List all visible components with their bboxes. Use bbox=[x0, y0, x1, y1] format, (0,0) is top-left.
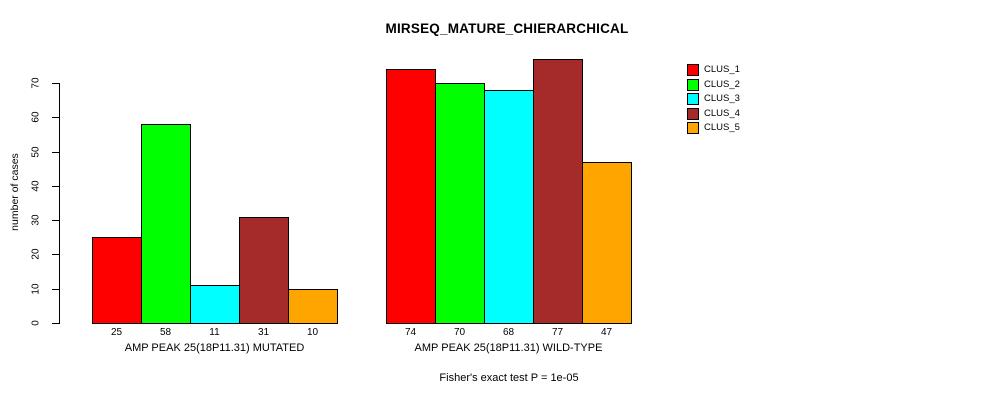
bar-clus_5 bbox=[582, 162, 632, 324]
bar-clus_3 bbox=[190, 285, 240, 324]
fisher-test-annotation: Fisher's exact test P = 1e-05 bbox=[439, 372, 579, 384]
bar-value-label: 11 bbox=[209, 327, 220, 338]
legend-color-swatch bbox=[687, 78, 699, 91]
legend-label: CLUS_4 bbox=[704, 107, 740, 119]
y-tick-mark bbox=[52, 186, 59, 187]
bar-clus_2 bbox=[141, 124, 191, 324]
bar-value-label: 58 bbox=[159, 327, 172, 338]
bar-clus_4 bbox=[239, 217, 289, 324]
legend-item-clus_1: CLUS_1 bbox=[687, 64, 740, 76]
y-tick-label: 0 bbox=[30, 320, 42, 326]
legend-item-clus_5: CLUS_5 bbox=[687, 122, 740, 134]
bar-value-label: 25 bbox=[110, 327, 123, 338]
legend-color-swatch bbox=[687, 122, 699, 134]
bar-value-label: 10 bbox=[306, 327, 319, 338]
y-tick-mark bbox=[52, 152, 59, 153]
legend-item-clus_3: CLUS_3 bbox=[687, 93, 740, 105]
group-axis-label: AMP PEAK 25(18P11.31) WILD-TYPE bbox=[414, 342, 603, 354]
bar-clus_5 bbox=[288, 289, 338, 324]
y-tick-mark bbox=[52, 289, 59, 290]
legend: CLUS_1 CLUS_2 CLUS_3 CLUS_4 CLUS_5 bbox=[687, 64, 740, 134]
group-axis-label: AMP PEAK 25(18P11.31) MUTATED bbox=[124, 342, 305, 354]
y-axis-title: number of cases bbox=[9, 153, 21, 231]
legend-color-swatch bbox=[687, 64, 699, 76]
bar-value-label: 68 bbox=[502, 327, 515, 338]
legend-label: CLUS_3 bbox=[704, 93, 740, 104]
y-tick-label: 60 bbox=[30, 111, 42, 123]
legend-color-swatch bbox=[687, 93, 699, 105]
y-tick-label: 50 bbox=[30, 146, 42, 158]
y-tick-label: 70 bbox=[30, 77, 42, 89]
chart-title: MIRSEQ_MATURE_CHIERARCHICAL bbox=[385, 21, 629, 36]
y-tick-mark bbox=[52, 323, 59, 324]
bar-clus_4 bbox=[533, 59, 583, 324]
legend-item-clus_4: CLUS_4 bbox=[687, 107, 740, 120]
y-tick-label: 40 bbox=[30, 180, 42, 192]
y-tick-label: 30 bbox=[30, 214, 42, 226]
legend-color-swatch bbox=[687, 107, 699, 120]
legend-label: CLUS_5 bbox=[704, 122, 740, 133]
bar-clus_3 bbox=[484, 90, 534, 324]
y-tick-label: 10 bbox=[30, 283, 42, 295]
bar-clus_2 bbox=[435, 83, 485, 324]
bar-clus_1 bbox=[386, 69, 436, 324]
y-tick-mark bbox=[52, 117, 59, 118]
y-tick-mark bbox=[52, 220, 59, 221]
bar-value-label: 74 bbox=[404, 327, 417, 338]
bar-clus_1 bbox=[92, 237, 142, 324]
bar-value-label: 70 bbox=[453, 327, 466, 338]
bar-value-label: 47 bbox=[600, 327, 613, 338]
y-axis-line bbox=[59, 83, 60, 324]
y-tick-label: 20 bbox=[30, 248, 42, 260]
bar-value-label: 77 bbox=[551, 327, 564, 338]
y-tick-mark bbox=[52, 83, 59, 84]
legend-item-clus_2: CLUS_2 bbox=[687, 78, 740, 91]
bar-value-label: 31 bbox=[257, 327, 270, 338]
legend-label: CLUS_2 bbox=[704, 78, 740, 90]
y-tick-mark bbox=[52, 254, 59, 255]
legend-label: CLUS_1 bbox=[704, 64, 740, 75]
